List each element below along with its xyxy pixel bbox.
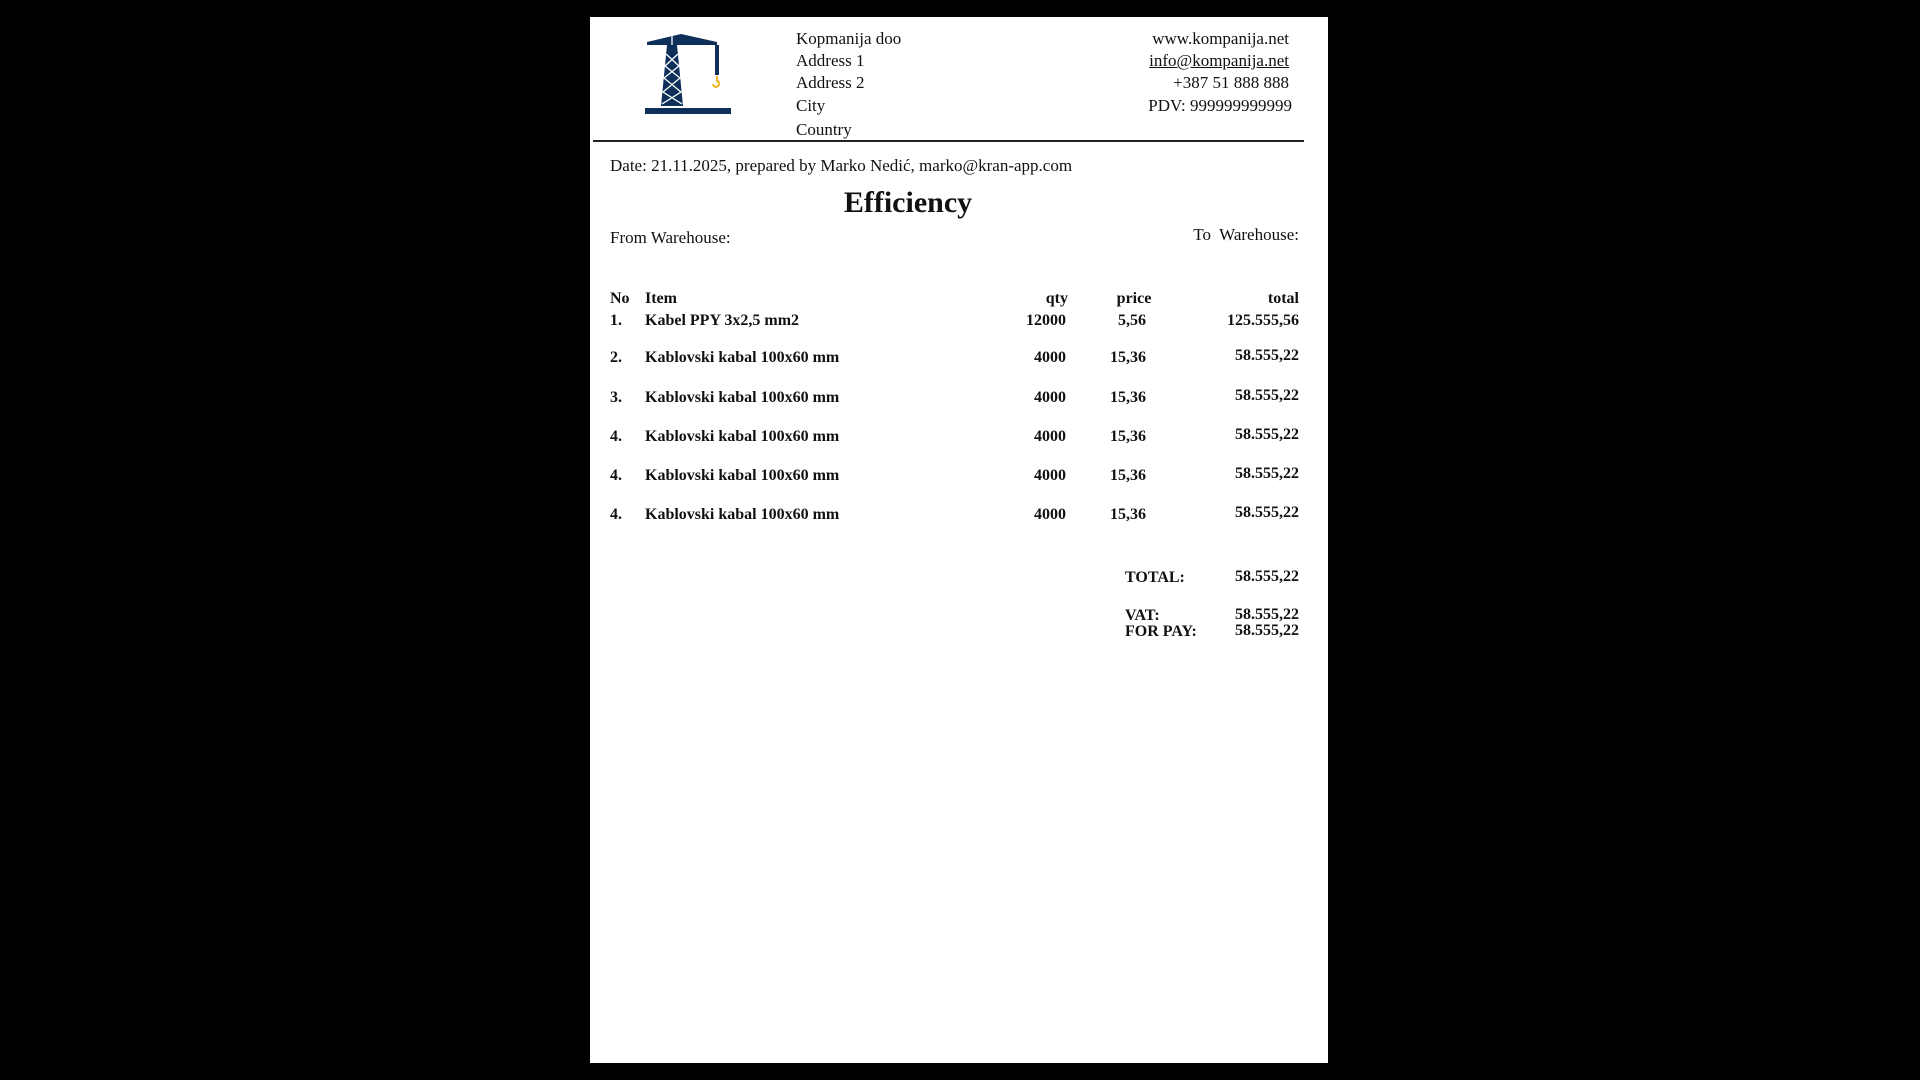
for-pay-label: FOR PAY: xyxy=(1125,623,1197,640)
company-phone: +387 51 888 888 xyxy=(1173,73,1289,92)
total-value: 58.555,22 xyxy=(1235,568,1299,585)
cell-price: 15,36 xyxy=(1110,467,1146,484)
cell-no: 1. xyxy=(610,312,622,329)
company-address2: Address 2 xyxy=(796,73,865,92)
cell-item: Kablovski kabal 100x60 mm xyxy=(645,467,840,484)
cell-item: Kablovski kabal 100x60 mm xyxy=(645,389,840,406)
cell-qty: 4000 xyxy=(1034,389,1066,406)
from-warehouse-label: From Warehouse: xyxy=(610,228,731,247)
company-city: City xyxy=(796,96,826,115)
cell-qty: 4000 xyxy=(1034,467,1066,484)
cell-item: Kablovski kabal 100x60 mm xyxy=(645,349,840,366)
cell-qty: 4000 xyxy=(1034,506,1066,523)
company-email-link[interactable]: info@kompanija.net xyxy=(1149,51,1289,70)
document-page: Kopmanija doo Address 1 Address 2 City C… xyxy=(590,17,1328,1063)
company-website[interactable]: www.kompanija.net xyxy=(1152,29,1289,48)
cell-no: 4. xyxy=(610,506,622,523)
cell-total: 58.555,22 xyxy=(1235,465,1299,482)
cell-total: 58.555,22 xyxy=(1235,347,1299,364)
cell-no: 3. xyxy=(610,389,622,406)
header-price: price xyxy=(1116,290,1152,307)
company-address1: Address 1 xyxy=(796,51,865,70)
page-title: Efficiency xyxy=(843,186,973,219)
cell-total: 58.555,22 xyxy=(1235,387,1299,404)
header-total: total xyxy=(1267,290,1299,307)
header-item: Item xyxy=(645,290,677,307)
cell-total: 58.555,22 xyxy=(1235,426,1299,443)
cell-total: 125.555,56 xyxy=(1227,312,1299,329)
for-pay-value: 58.555,22 xyxy=(1235,622,1299,639)
cell-no: 4. xyxy=(610,428,622,445)
cell-total: 58.555,22 xyxy=(1235,504,1299,521)
vat-label: VAT: xyxy=(1125,607,1160,624)
header-qty: qty xyxy=(1045,290,1068,307)
cell-qty: 12000 xyxy=(1026,312,1066,329)
cell-item: Kablovski kabal 100x60 mm xyxy=(645,428,840,445)
total-label: TOTAL: xyxy=(1125,569,1185,586)
cell-no: 2. xyxy=(610,349,622,366)
header-no: No xyxy=(610,290,630,307)
cell-item: Kabel PPY 3x2,5 mm2 xyxy=(645,312,800,329)
company-pdv: PDV: 999999999999 xyxy=(1148,96,1292,115)
cell-item: Kablovski kabal 100x60 mm xyxy=(645,506,840,523)
company-country: Country xyxy=(796,120,852,139)
cell-qty: 4000 xyxy=(1034,428,1066,445)
cell-price: 15,36 xyxy=(1110,389,1146,406)
cell-qty: 4000 xyxy=(1034,349,1066,366)
header-divider xyxy=(593,140,1304,142)
crane-icon xyxy=(645,34,731,114)
cell-price: 15,36 xyxy=(1110,506,1146,523)
to-warehouse-label: To Warehouse: xyxy=(1193,225,1299,244)
cell-price: 15,36 xyxy=(1110,428,1146,445)
company-name: Kopmanija doo xyxy=(796,29,902,48)
cell-no: 4. xyxy=(610,467,622,484)
cell-price: 5,56 xyxy=(1118,312,1146,329)
vat-value: 58.555,22 xyxy=(1235,606,1299,623)
cell-price: 15,36 xyxy=(1110,349,1146,366)
document-meta: Date: 21.11.2025, prepared by Marko Nedi… xyxy=(610,156,1073,175)
